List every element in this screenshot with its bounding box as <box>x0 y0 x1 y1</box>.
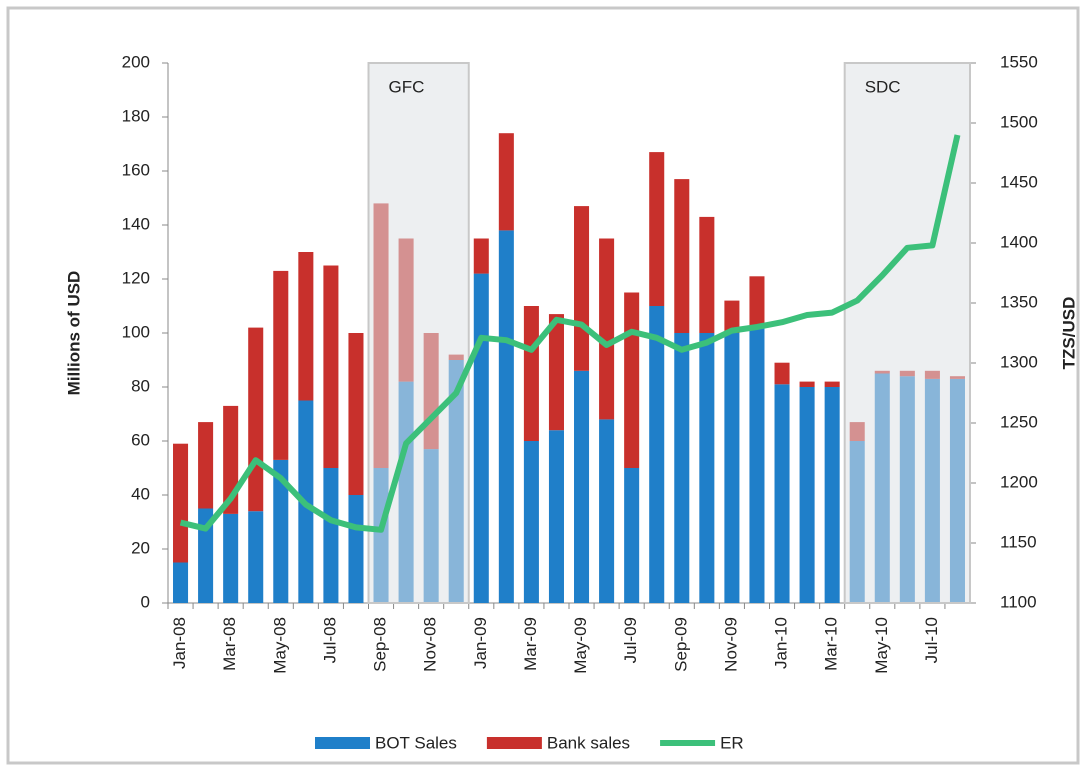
y-axis-label: Millions of USD <box>64 271 83 396</box>
x-tick-label: Jan-10 <box>772 617 791 669</box>
legend-label: ER <box>720 733 744 752</box>
bar <box>248 327 264 512</box>
y2-tick-label: 1450 <box>1000 172 1038 191</box>
bar <box>548 314 564 431</box>
y2-tick-label: 1300 <box>1000 352 1038 371</box>
bar <box>774 384 790 603</box>
bar <box>624 292 640 468</box>
y-tick-label: 20 <box>131 538 150 557</box>
y2-tick-label: 1500 <box>1000 112 1038 131</box>
bar <box>473 238 489 274</box>
bar <box>248 511 264 603</box>
bar <box>674 179 690 333</box>
bar <box>548 430 564 603</box>
x-tick-label: Sep-09 <box>671 617 690 672</box>
y2-tick-label: 1350 <box>1000 292 1038 311</box>
y2-tick-label: 1100 <box>1000 592 1037 611</box>
bar <box>724 333 740 603</box>
shaded-label: GFC <box>389 77 425 96</box>
bar <box>774 362 790 385</box>
x-tick-label: Nov-08 <box>421 617 440 672</box>
y-tick-label: 100 <box>122 322 150 341</box>
legend-label: BOT Sales <box>375 733 457 752</box>
bar <box>323 468 339 603</box>
bar <box>649 306 665 603</box>
bar <box>198 508 214 603</box>
bar <box>523 441 539 603</box>
y-tick-label: 180 <box>122 106 150 125</box>
bar <box>674 333 690 603</box>
y2-tick-label: 1400 <box>1000 232 1038 251</box>
bar <box>348 495 364 603</box>
legend-swatch <box>486 737 542 749</box>
y-tick-label: 200 <box>122 52 150 71</box>
bar <box>824 381 840 387</box>
bar <box>574 370 590 603</box>
y2-tick-label: 1550 <box>1000 52 1038 71</box>
y-tick-label: 40 <box>131 484 150 503</box>
bar <box>273 270 289 460</box>
x-tick-label: Jul-09 <box>621 617 640 663</box>
bar <box>574 206 590 371</box>
y2-tick-label: 1250 <box>1000 412 1038 431</box>
bar <box>799 387 815 603</box>
x-tick-label: May-10 <box>872 617 891 674</box>
legend-label: Bank sales <box>547 733 630 752</box>
bar <box>749 327 765 603</box>
bar <box>699 216 715 333</box>
y-tick-label: 60 <box>131 430 150 449</box>
bar <box>323 265 339 468</box>
x-tick-label: Nov-09 <box>721 617 740 672</box>
bar <box>649 152 665 306</box>
bar <box>223 405 239 514</box>
bar <box>799 381 815 387</box>
bar <box>599 419 615 603</box>
y2-tick-label: 1150 <box>1000 532 1037 551</box>
y2-tick-label: 1200 <box>1000 472 1038 491</box>
bar <box>198 422 214 509</box>
bar <box>624 468 640 603</box>
bar <box>724 300 740 333</box>
bar <box>824 387 840 603</box>
y2-axis-label: TZS/USD <box>1059 297 1078 370</box>
y-tick-label: 120 <box>122 268 150 287</box>
bar <box>348 333 364 495</box>
bar <box>498 230 514 603</box>
x-tick-label: Jul-08 <box>320 617 339 663</box>
y-tick-label: 80 <box>131 376 150 395</box>
x-tick-label: Jan-08 <box>170 617 189 669</box>
y-tick-label: 0 <box>141 592 150 611</box>
bar <box>173 562 189 603</box>
x-tick-label: May-08 <box>270 617 289 674</box>
y-tick-label: 140 <box>122 214 150 233</box>
x-tick-label: Sep-08 <box>371 617 390 672</box>
bar <box>523 306 539 441</box>
x-tick-label: Jan-09 <box>471 617 490 669</box>
line <box>179 134 961 533</box>
x-tick-label: Mar-10 <box>822 617 841 671</box>
bar <box>749 276 765 328</box>
x-tick-label: Mar-08 <box>220 617 239 671</box>
bar <box>298 252 314 401</box>
bar <box>498 133 514 231</box>
bar <box>473 273 489 603</box>
x-tick-label: Mar-09 <box>521 617 540 671</box>
legend-swatch <box>315 737 370 749</box>
x-tick-label: May-09 <box>571 617 590 674</box>
bar <box>173 443 189 563</box>
bar <box>223 513 239 603</box>
x-tick-label: Jul-10 <box>922 617 941 663</box>
shaded-label: SDC <box>865 77 901 96</box>
bar <box>599 238 615 420</box>
bar <box>273 459 289 603</box>
y-tick-label: 160 <box>122 160 150 179</box>
shaded-region <box>843 62 971 604</box>
bar <box>699 333 715 603</box>
